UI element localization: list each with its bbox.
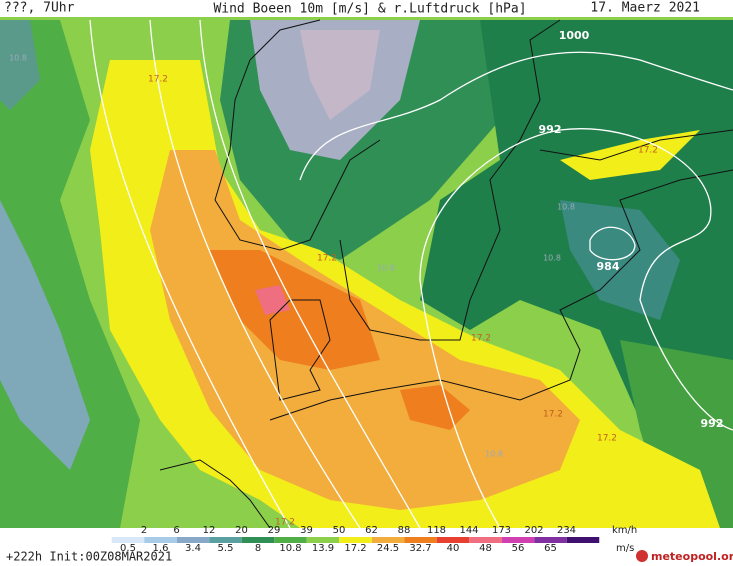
wind-zone: [620, 340, 733, 528]
ms-label: 1.6: [153, 543, 169, 554]
coastline: [269, 169, 733, 421]
wind-zone: [210, 250, 380, 370]
ms-label: 0.5: [120, 543, 136, 554]
kmh-label: 202: [524, 525, 543, 536]
map-labels: 1000 992 984 992 17.2 17.2 17.2 17.2 17.2 17.2 17.…: [9, 29, 723, 528]
coastlines: [159, 19, 733, 529]
color-swatch: [501, 537, 535, 543]
kmh-label: 88: [398, 525, 411, 536]
header-date: 17. Maerz 2021: [590, 1, 700, 16]
isobar-label: 992: [701, 417, 724, 430]
ms-label: 13.9: [312, 543, 334, 554]
isobar: [299, 51, 733, 181]
contour-label: 17.2: [638, 146, 658, 156]
contour-label: 10.8: [543, 254, 561, 263]
map: 1000 992 984 992 17.2 17.2 17.2 17.2 17.2 17.2 17.…: [0, 0, 733, 529]
wind-zone: [560, 200, 680, 320]
kmh-label: 6: [173, 525, 179, 536]
ms-label: 65: [544, 543, 557, 554]
kmh-label: 144: [459, 525, 478, 536]
ms-label: 56: [512, 543, 525, 554]
ms-label: 17.2: [344, 543, 366, 554]
kmh-label: 173: [492, 525, 511, 536]
isobar: [149, 19, 361, 529]
header-title: Wind Boeen 10m [m/s] & r.Luftdruck [hPa]: [213, 2, 526, 17]
ms-label: 48: [479, 543, 492, 554]
ms-label: 32.7: [409, 543, 431, 554]
kmh-label: 50: [333, 525, 346, 536]
kmh-label: 39: [300, 525, 313, 536]
coastline: [214, 139, 381, 251]
contour-label: 17.2: [543, 410, 563, 420]
color-swatch: [306, 537, 340, 543]
kmh-label: 234: [557, 525, 576, 536]
color-swatch: [274, 537, 307, 543]
coastline: [339, 19, 561, 341]
color-swatch: [176, 537, 210, 543]
coastline: [214, 19, 321, 201]
kmh-label: 2: [141, 525, 147, 536]
header-bar: [0, 0, 733, 17]
kmh-label: 12: [203, 525, 216, 536]
wind-zone: [560, 130, 700, 180]
contour-label: 10.8: [485, 450, 503, 459]
footer-logo: meteopool.org: [651, 550, 733, 563]
contour-label: 17.2: [597, 434, 617, 444]
coastline: [269, 299, 331, 401]
ms-label: 3.4: [185, 543, 201, 554]
isobar: [589, 226, 636, 261]
ms-label: 10.8: [279, 543, 301, 554]
ms-label: 40: [447, 543, 460, 554]
color-swatch: [469, 537, 502, 543]
ms-label: 5.5: [218, 543, 234, 554]
ms-label: 8: [255, 543, 261, 554]
isobar-label: 992: [539, 123, 562, 136]
color-swatch: [436, 537, 470, 543]
isobar-label: 984: [597, 260, 620, 273]
color-swatch: [111, 537, 145, 543]
isobar: [199, 19, 421, 529]
kmh-label: 62: [365, 525, 378, 536]
coastline: [159, 459, 271, 529]
contour-label: 10.8: [377, 264, 395, 273]
contour-label: 17.2: [471, 334, 491, 344]
ms-label: 24.5: [377, 543, 399, 554]
color-swatch: [566, 537, 600, 543]
color-swatch: [209, 537, 242, 543]
isobar: [419, 128, 733, 529]
kmh-label: 29: [268, 525, 281, 536]
legend-area: [0, 528, 733, 566]
kmh-label: 118: [427, 525, 446, 536]
isobars: [89, 19, 733, 529]
contour-label: 17.2: [275, 518, 295, 528]
color-swatch: [144, 537, 177, 543]
wind-zone: [255, 285, 290, 315]
color-swatch: [404, 537, 437, 543]
wind-zone: [0, 20, 40, 110]
kmh-unit: km/h: [612, 525, 637, 536]
color-swatch: [534, 537, 567, 543]
wind-zone: [0, 200, 90, 470]
contour-label: 17.2: [148, 75, 168, 85]
contour-label: 10.8: [557, 203, 575, 212]
header-left: ???, 7Uhr: [4, 1, 75, 16]
isobar-label: 1000: [559, 29, 590, 42]
legend: 2 6 12 20 29 39 50 62 88 118 144 173 202 234 km/h 0.5 1.…: [111, 525, 637, 554]
wind-zone: [300, 30, 380, 120]
logo-icon: [636, 550, 648, 562]
isobar: [89, 19, 291, 529]
coastline: [539, 129, 733, 161]
color-swatch: [339, 537, 372, 543]
color-swatch: [371, 537, 405, 543]
contour-label: 17.2: [317, 254, 337, 264]
ms-unit: m/s: [616, 543, 634, 554]
contour-label: 10.8: [9, 54, 27, 63]
footer-run: +222h Init:00Z08MAR2021: [6, 550, 172, 564]
kmh-label: 20: [235, 525, 248, 536]
color-swatch: [241, 537, 275, 543]
